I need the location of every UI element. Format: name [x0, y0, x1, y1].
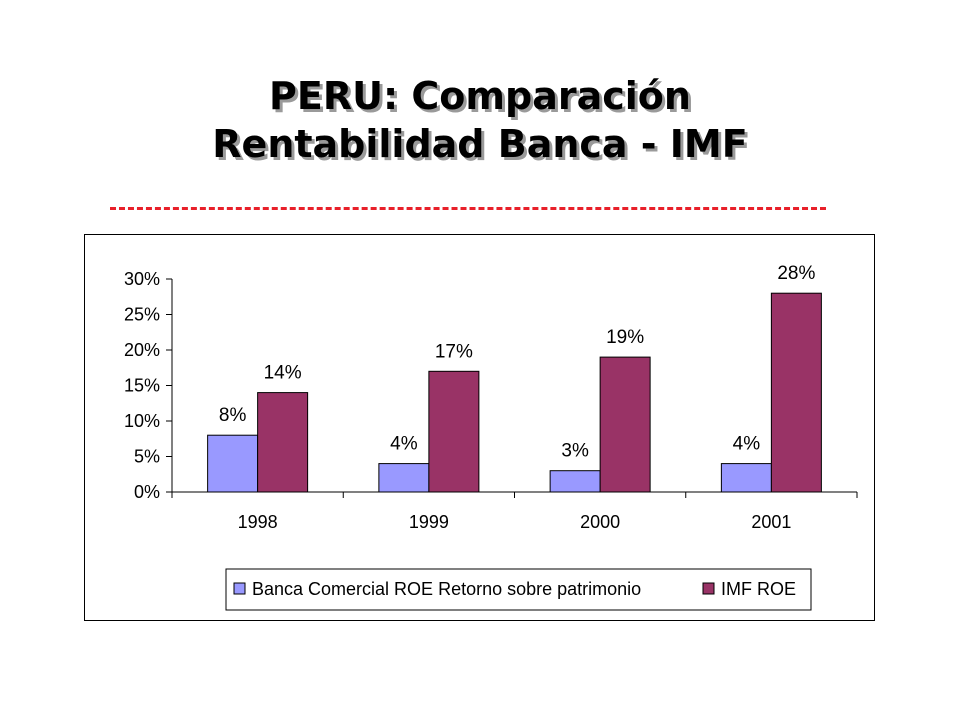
- y-tick-label: 5%: [134, 447, 160, 467]
- chart-title: PERU: Comparación Rentabilidad Banca - I…: [0, 72, 960, 168]
- y-tick-label: 20%: [124, 340, 160, 360]
- bar-banca: [207, 434, 259, 493]
- legend-label: Banca Comercial ROE Retorno sobre patrim…: [252, 579, 641, 599]
- chart-frame: [84, 234, 875, 621]
- x-tick-label: 2001: [751, 512, 791, 532]
- bar-imf: [428, 370, 480, 493]
- data-label: 19%: [606, 327, 644, 348]
- bar-banca: [549, 470, 601, 493]
- data-label: 28%: [777, 263, 815, 284]
- data-label: 3%: [561, 441, 589, 462]
- bar-banca: [720, 463, 772, 493]
- y-tick-label: 25%: [124, 305, 160, 325]
- legend-swatch: [233, 582, 246, 595]
- data-label: 4%: [733, 434, 761, 455]
- legend-label: IMF ROE: [721, 579, 796, 599]
- bar-imf: [770, 292, 822, 493]
- title-divider: [110, 207, 826, 210]
- data-label: 8%: [219, 405, 247, 426]
- legend-swatch: [702, 582, 715, 595]
- y-tick-label: 30%: [124, 269, 160, 289]
- x-tick-label: 2000: [580, 512, 620, 532]
- data-label: 17%: [435, 341, 473, 362]
- data-label: 4%: [390, 434, 418, 455]
- y-tick-label: 15%: [124, 376, 160, 396]
- title-line-1: PERU: Comparación: [269, 74, 691, 118]
- y-tick-label: 0%: [134, 482, 160, 502]
- bar-banca: [378, 463, 430, 493]
- title-line-2: Rentabilidad Banca - IMF: [212, 122, 748, 166]
- x-tick-label: 1999: [409, 512, 449, 532]
- y-tick-label: 10%: [124, 411, 160, 431]
- bar-imf: [599, 356, 651, 493]
- bar-imf: [257, 392, 309, 493]
- data-label: 14%: [264, 363, 302, 384]
- x-tick-label: 1998: [238, 512, 278, 532]
